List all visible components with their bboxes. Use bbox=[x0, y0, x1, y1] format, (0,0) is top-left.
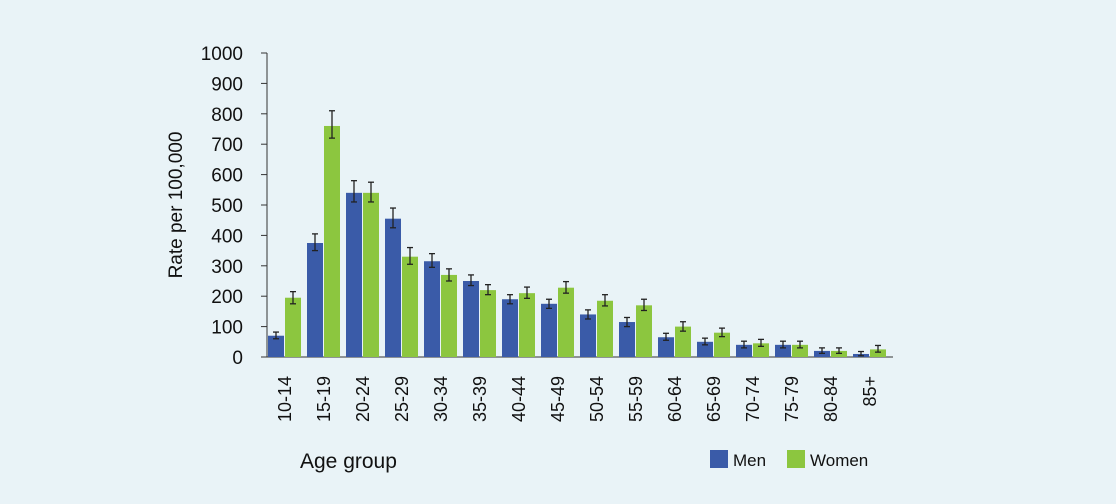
x-tick-label: 60-64 bbox=[665, 376, 685, 422]
y-axis-label: Rate per 100,000 bbox=[166, 132, 187, 279]
y-tick-label: 1000 bbox=[201, 44, 243, 65]
bar-women bbox=[870, 349, 886, 357]
y-tick-label: 600 bbox=[211, 166, 243, 187]
legend-label-men: Men bbox=[733, 451, 766, 470]
bar-men bbox=[736, 344, 752, 357]
bar-men bbox=[580, 314, 596, 357]
bar-men bbox=[424, 261, 440, 357]
bar-men bbox=[463, 281, 479, 357]
x-tick-label: 35-39 bbox=[470, 376, 490, 422]
x-tick-label: 80-84 bbox=[821, 376, 841, 422]
bar-men bbox=[346, 192, 362, 357]
bar-men bbox=[775, 344, 791, 357]
x-tick-label: 10-14 bbox=[275, 376, 295, 422]
bar-women bbox=[441, 274, 457, 357]
bar-men bbox=[619, 322, 635, 357]
x-tick-label: 25-29 bbox=[392, 376, 412, 422]
x-tick-label: 75-79 bbox=[782, 376, 802, 422]
bar-men bbox=[541, 303, 557, 357]
x-tick-label: 40-44 bbox=[509, 376, 529, 422]
y-tick-label: 400 bbox=[211, 226, 243, 247]
bars bbox=[268, 125, 886, 358]
legend-swatch-women bbox=[787, 450, 805, 468]
y-tick-label: 900 bbox=[211, 74, 243, 95]
error-bars bbox=[273, 110, 881, 357]
x-tick-labels: 10-14 15-19 20-24 25-29 30-34 35-39 40-44 45-49… bbox=[275, 376, 880, 422]
bar-women bbox=[519, 293, 535, 357]
bar-women bbox=[558, 287, 574, 357]
y-tick-label: 0 bbox=[232, 348, 243, 369]
legend-swatch-men bbox=[710, 450, 728, 468]
x-tick-label: 30-34 bbox=[431, 376, 451, 422]
x-tick-label: 15-19 bbox=[314, 376, 334, 422]
legend: Men Women bbox=[710, 450, 868, 470]
bar-women bbox=[402, 256, 418, 357]
y-tick-labels: 0 100 200 300 400 500 600 700 800 900 1000 bbox=[201, 44, 243, 369]
bar-women bbox=[753, 343, 769, 357]
bar-men bbox=[502, 299, 518, 357]
bar-women bbox=[675, 326, 691, 357]
bar-women bbox=[792, 344, 808, 357]
y-tick-label: 700 bbox=[211, 135, 243, 156]
bar-men bbox=[697, 341, 713, 357]
x-tick-label: 55-59 bbox=[626, 376, 646, 422]
bar-women bbox=[363, 192, 379, 357]
bar-women bbox=[480, 290, 496, 357]
x-axis-label: Age group bbox=[300, 450, 397, 473]
bar-women bbox=[324, 125, 340, 358]
bar-women bbox=[597, 300, 613, 357]
x-tick-label: 20-24 bbox=[353, 376, 373, 422]
x-tick-label: 50-54 bbox=[587, 376, 607, 422]
y-tick-label: 500 bbox=[211, 196, 243, 217]
bar-women bbox=[714, 332, 730, 357]
x-tick-label: 85+ bbox=[860, 376, 880, 407]
bar-women bbox=[285, 297, 301, 357]
bar-men bbox=[385, 218, 401, 357]
x-tick-label: 45-49 bbox=[548, 376, 568, 422]
y-tick-label: 100 bbox=[211, 318, 243, 339]
legend-label-women: Women bbox=[810, 451, 868, 470]
x-tick-label: 70-74 bbox=[743, 376, 763, 422]
x-tick-label: 65-69 bbox=[704, 376, 724, 422]
bar-men bbox=[307, 243, 323, 357]
y-tick-label: 800 bbox=[211, 105, 243, 126]
bar-men bbox=[268, 335, 284, 357]
y-tick-label: 300 bbox=[211, 257, 243, 278]
bar-women bbox=[636, 305, 652, 357]
y-tick-label: 200 bbox=[211, 287, 243, 308]
bar-men bbox=[658, 337, 674, 357]
